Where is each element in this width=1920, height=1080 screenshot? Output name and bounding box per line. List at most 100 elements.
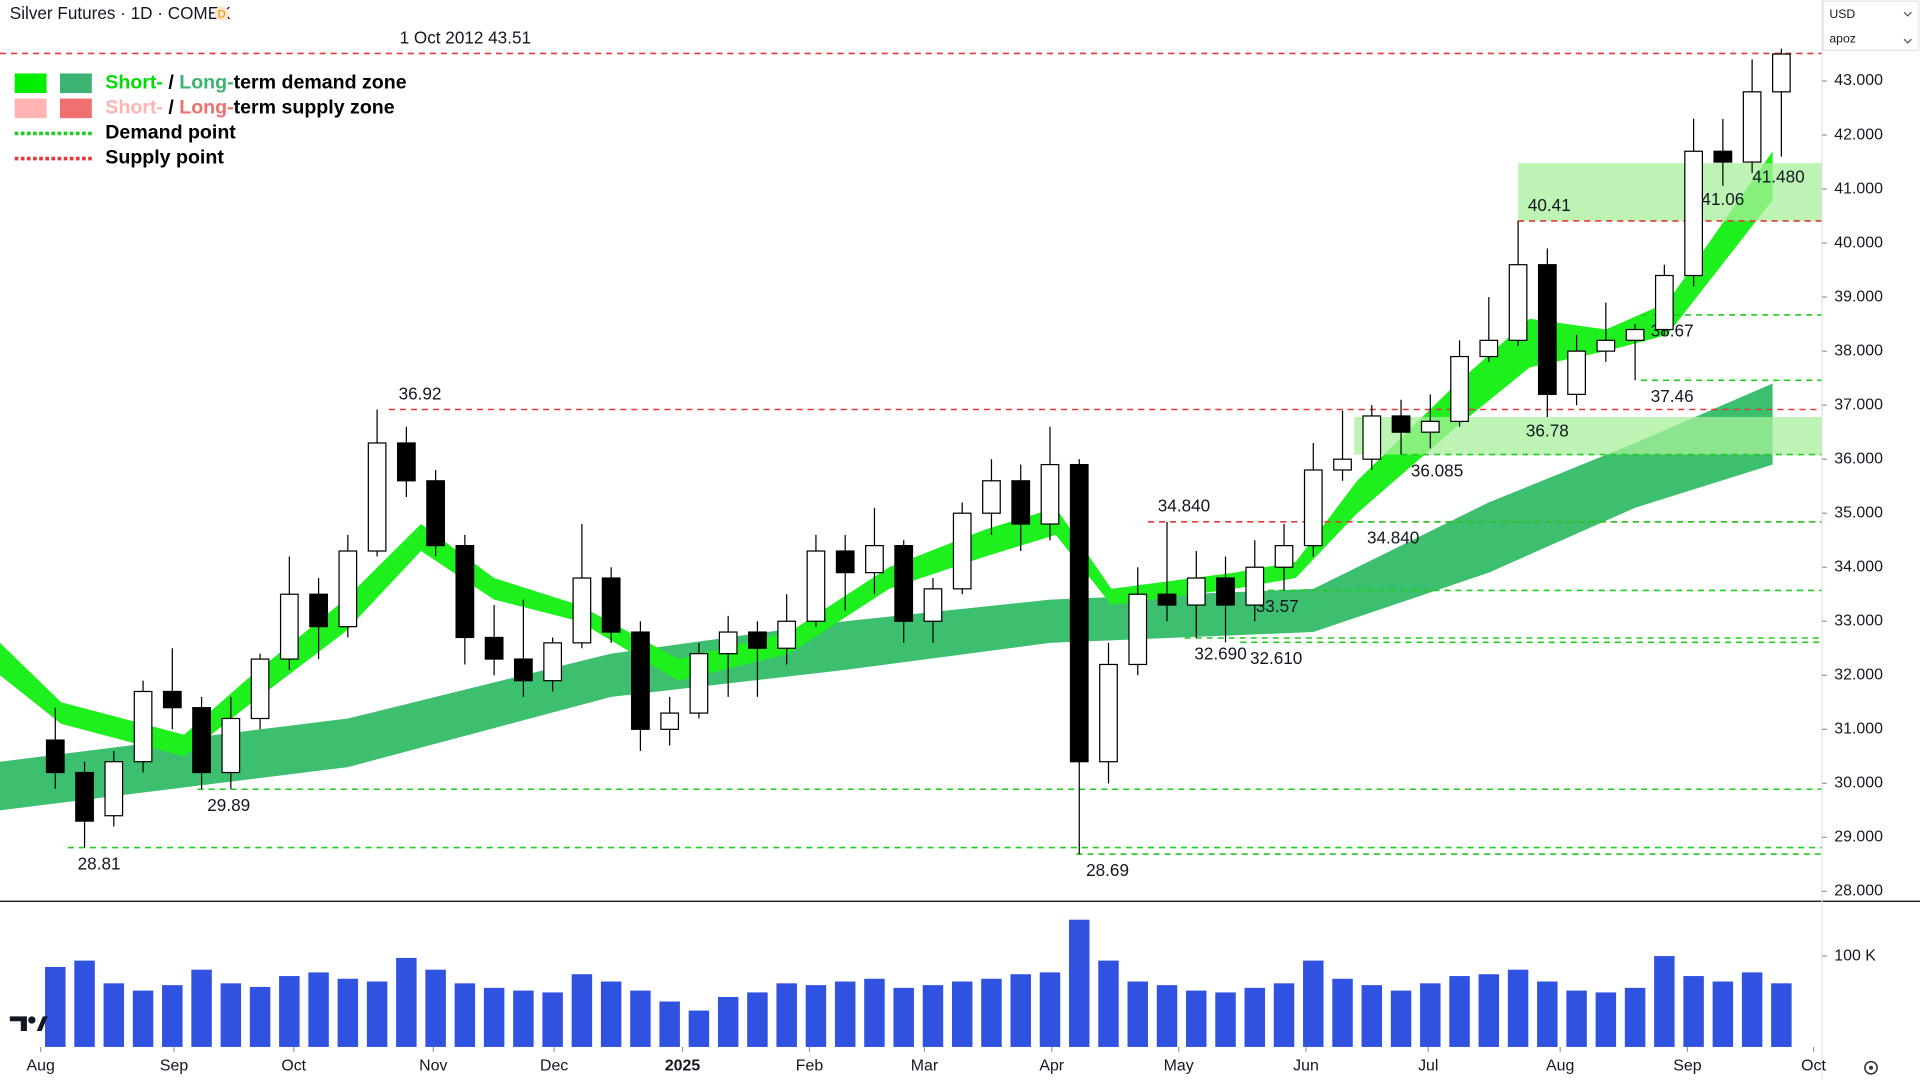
candle-body xyxy=(1596,339,1616,352)
legend-swatch xyxy=(14,73,47,94)
y-tick-label: 40.000 xyxy=(1834,234,1883,251)
volume-bar xyxy=(1537,981,1558,1047)
volume-bar xyxy=(1566,990,1587,1047)
volume-bar xyxy=(1156,985,1178,1047)
candle-body xyxy=(1099,663,1118,763)
x-tick-label: Feb xyxy=(796,1058,824,1075)
level-label: 36.78 xyxy=(1526,420,1569,440)
legend-text: Short- xyxy=(105,71,163,93)
volume-bar xyxy=(1069,919,1090,1047)
volume-bar xyxy=(951,981,973,1047)
volume-bar xyxy=(1273,983,1295,1047)
level-label: 32.610 xyxy=(1250,648,1302,668)
zones xyxy=(1354,163,1823,455)
currency[interactable]: USD xyxy=(1829,7,1855,21)
x-tick-label: Sep xyxy=(1673,1058,1701,1075)
candle-body xyxy=(1303,469,1323,547)
volume-bar xyxy=(308,972,329,1047)
candle-body xyxy=(484,636,504,660)
volume-bar xyxy=(249,986,271,1047)
volume-bar xyxy=(513,990,534,1047)
volume-bar xyxy=(1741,972,1763,1047)
candle-body xyxy=(777,620,797,649)
settings-icon[interactable] xyxy=(1864,1060,1878,1075)
x-tick-label: Nov xyxy=(419,1058,447,1075)
candle-body xyxy=(104,761,124,817)
legend-text: term demand zone xyxy=(234,71,407,93)
level-label: 28.81 xyxy=(78,853,121,873)
candle-body xyxy=(279,593,299,660)
level-label: 32.690 xyxy=(1194,644,1246,664)
zone xyxy=(1518,163,1823,221)
candle-body xyxy=(718,631,738,655)
volume-bar xyxy=(1332,978,1353,1047)
y-tick-label: 39.000 xyxy=(1834,288,1883,305)
candle-body xyxy=(1684,150,1703,277)
y-tick-label: 31.000 xyxy=(1834,720,1883,737)
badge: D xyxy=(218,9,226,21)
x-tick-label: Jul xyxy=(1418,1058,1438,1075)
candle-body xyxy=(221,717,241,774)
candle-body xyxy=(1245,566,1265,606)
volume-bar xyxy=(1712,981,1734,1047)
level-label: 29.89 xyxy=(207,795,250,815)
volume-bar xyxy=(600,981,622,1047)
volume-bar xyxy=(688,1010,710,1047)
candle-body xyxy=(396,442,416,482)
volume-bar xyxy=(1127,981,1148,1047)
candle-body xyxy=(1274,545,1294,568)
legend-swatch xyxy=(60,98,92,119)
candle-body xyxy=(1625,328,1645,341)
candles xyxy=(45,48,1791,855)
x-tick-label: Aug xyxy=(1546,1058,1574,1075)
candle-body xyxy=(1537,264,1557,395)
volume-bar xyxy=(425,969,446,1047)
volume-bar xyxy=(220,983,242,1047)
volume-bar xyxy=(864,978,885,1047)
x-tick-label: Mar xyxy=(911,1058,939,1075)
volume-bar xyxy=(162,985,183,1047)
level-label: 34.840 xyxy=(1367,528,1419,548)
candle-body xyxy=(1011,480,1031,525)
levels: 1 Oct 2012 43.5140.4136.9234.84038.6737.… xyxy=(0,27,1823,880)
level-label: 1 Oct 2012 43.51 xyxy=(400,27,531,47)
level-label: 41.06 xyxy=(1701,189,1744,209)
candle-body xyxy=(894,545,914,622)
candle-body xyxy=(192,707,211,774)
x-tick-label: 2025 xyxy=(665,1058,701,1075)
volume-bar xyxy=(103,983,125,1047)
candle-body xyxy=(1742,91,1762,163)
y-tick-label: 41.000 xyxy=(1834,180,1883,197)
volume-bar xyxy=(1507,969,1529,1047)
candle-body xyxy=(748,631,767,649)
volume-bar xyxy=(279,976,300,1047)
x-tick-label: Sep xyxy=(160,1058,188,1075)
candle-body xyxy=(572,577,592,644)
level-label: 33.57 xyxy=(1256,596,1299,616)
volume-bar xyxy=(659,1001,680,1047)
chart-title: Silver Futures · 1D · COMEX xyxy=(10,3,231,23)
volume-bar xyxy=(834,981,856,1047)
candle-body xyxy=(1333,458,1352,471)
currency-box[interactable] xyxy=(1822,0,1920,51)
account[interactable]: apoz xyxy=(1829,31,1856,45)
volume-bar xyxy=(191,969,212,1047)
candle-body xyxy=(835,550,855,574)
y-tick-label: 42.000 xyxy=(1834,126,1883,143)
volume-bar xyxy=(747,992,768,1047)
y-tick-label: 43.000 xyxy=(1834,72,1883,89)
volume-bar xyxy=(1420,983,1441,1047)
volume-bar xyxy=(132,990,154,1047)
candle-body xyxy=(1391,415,1411,433)
volume-bar xyxy=(717,996,739,1047)
volume-bar xyxy=(1039,972,1061,1047)
level-label: 28.69 xyxy=(1086,860,1129,880)
x-tick-label: Oct xyxy=(1801,1058,1826,1075)
volume-bar xyxy=(1683,976,1704,1047)
candle-body xyxy=(1069,463,1089,763)
candle-body xyxy=(426,480,446,547)
candle-body xyxy=(601,577,621,633)
y-tick-label: 38.000 xyxy=(1834,342,1883,359)
volume xyxy=(45,919,1792,1047)
y-tick-label: 28.000 xyxy=(1834,883,1883,900)
